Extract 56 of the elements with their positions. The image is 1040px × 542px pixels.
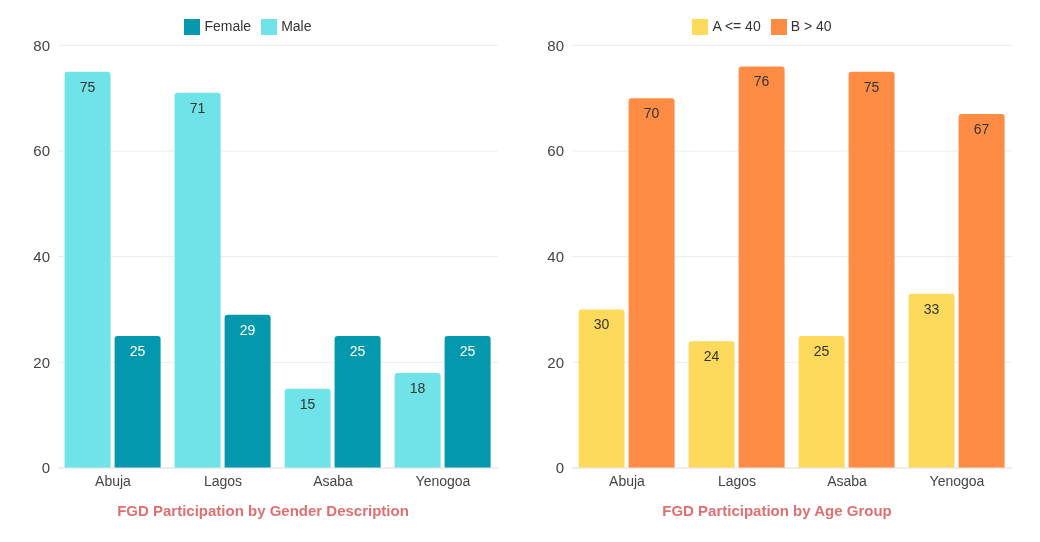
data-label: 75	[79, 78, 96, 95]
bar	[628, 98, 675, 468]
y-tick-label: 80	[33, 36, 50, 54]
data-label: 33	[923, 300, 940, 317]
legend-label: Female	[204, 18, 252, 34]
data-label: 15	[299, 395, 316, 412]
y-tick-label: 80	[547, 36, 564, 54]
bar	[224, 314, 271, 468]
legend-label: A <= 40	[712, 18, 761, 34]
bar	[798, 335, 845, 468]
data-label: 25	[459, 342, 476, 359]
x-tick-label: Abuja	[95, 472, 132, 489]
data-label: 75	[863, 78, 880, 95]
data-label: 70	[643, 105, 660, 122]
data-label: 71	[189, 99, 206, 116]
data-label: 29	[239, 321, 256, 338]
data-label: 25	[349, 342, 366, 359]
data-label: 18	[409, 379, 426, 396]
legend-label: Male	[281, 18, 312, 34]
x-tick-label: Lagos	[717, 472, 757, 489]
bar	[284, 388, 331, 468]
data-label: 30	[593, 316, 610, 333]
bar	[114, 335, 161, 468]
y-tick-label: 20	[547, 353, 564, 371]
bar	[64, 71, 111, 468]
data-label: 24	[703, 348, 720, 365]
data-label: 76	[753, 73, 770, 90]
bar	[688, 341, 735, 468]
text: FGD Participation by Age Group	[662, 502, 892, 519]
x-tick-label: Yenogoa	[929, 472, 985, 489]
x-tick-label: Asaba	[827, 472, 868, 489]
y-tick-label: 0	[555, 459, 564, 477]
y-tick-label: 20	[33, 353, 50, 371]
data-label: 67	[973, 120, 990, 137]
data-label: 25	[813, 342, 830, 359]
bar	[738, 66, 785, 468]
bar	[578, 309, 625, 468]
x-tick-label: Asaba	[313, 472, 354, 489]
bar	[444, 335, 491, 468]
y-tick-label: 40	[33, 247, 50, 265]
data-label: 25	[129, 342, 146, 359]
y-tick-label: 0	[41, 459, 50, 477]
y-tick-label: 40	[547, 247, 564, 265]
x-tick-label: Yenogoa	[415, 472, 471, 489]
y-tick-label: 60	[33, 142, 50, 160]
bar	[394, 372, 441, 468]
text: FGD Participation by Gender Description	[117, 502, 409, 519]
bar	[908, 293, 955, 468]
bar	[334, 335, 381, 468]
x-tick-label: Abuja	[609, 472, 646, 489]
legend-label: B > 40	[790, 18, 832, 34]
bar	[848, 71, 895, 468]
bar	[958, 113, 1005, 468]
x-tick-label: Lagos	[203, 472, 243, 489]
y-tick-label: 60	[547, 142, 564, 160]
bar	[174, 92, 221, 468]
